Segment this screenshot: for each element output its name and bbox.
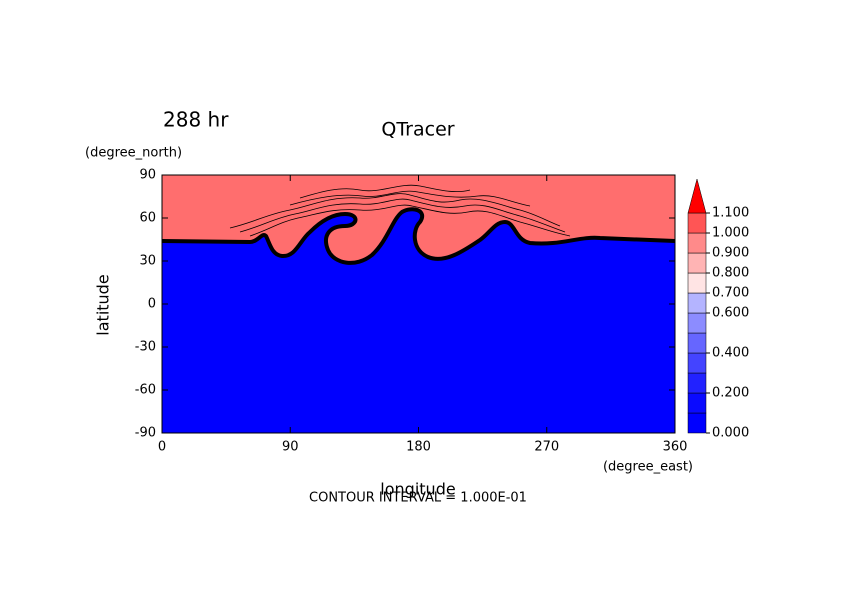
low-region	[162, 209, 675, 433]
x-tick-label: 270	[534, 440, 559, 455]
contour-lines	[229, 184, 571, 237]
y-units: (degree_north)	[85, 146, 182, 161]
boundary-contour	[162, 207, 675, 265]
x-tick-label: 360	[663, 440, 688, 455]
colorbar-band	[687, 392, 707, 414]
time-label: 288 hr	[163, 108, 229, 132]
colorbar-band	[687, 412, 707, 434]
colorbar-band	[687, 352, 707, 374]
x-tick-label: 90	[282, 440, 299, 455]
y-tick-label: -60	[135, 383, 156, 398]
y-tick-label: 90	[139, 168, 156, 183]
colorbar-band	[687, 312, 707, 334]
y-axis-label: latitude	[94, 274, 113, 335]
colorbar-band	[687, 232, 707, 254]
colorbar-band	[687, 332, 707, 354]
x-tick-label: 0	[158, 440, 166, 455]
y-tick-label: 60	[139, 211, 156, 226]
y-tick-label: -90	[135, 426, 156, 441]
colorbar-extension	[687, 178, 707, 214]
colorbar-band	[687, 372, 707, 394]
x-units: (degree_east)	[603, 460, 693, 475]
colorbar-band	[687, 252, 707, 274]
colorbar-label: 0.700	[712, 286, 749, 301]
colorbar-band	[687, 212, 707, 234]
colorbar-label: 1.000	[712, 226, 749, 241]
chart-title: QTracer	[381, 119, 454, 141]
y-tick-label: -30	[135, 340, 156, 355]
y-tick-label: 30	[139, 254, 156, 269]
colorbar-band	[687, 292, 707, 314]
field	[162, 175, 675, 433]
colorbar-label: 0.900	[712, 246, 749, 261]
colorbar-label: 0.600	[712, 306, 749, 321]
colorbar-label: 0.000	[712, 426, 749, 441]
x-tick-label: 180	[406, 440, 431, 455]
colorbar-label: 0.400	[712, 346, 749, 361]
footer: CONTOUR INTERVAL = 1.000E-01	[309, 491, 527, 506]
x-axis-label: longitude	[380, 480, 455, 499]
colorbar-label: 0.200	[712, 386, 749, 401]
colorbar-label: 0.800	[712, 266, 749, 281]
colorbar-label: 1.100	[712, 206, 749, 221]
colorbar-band	[687, 272, 707, 294]
y-tick-label: 0	[148, 297, 156, 312]
